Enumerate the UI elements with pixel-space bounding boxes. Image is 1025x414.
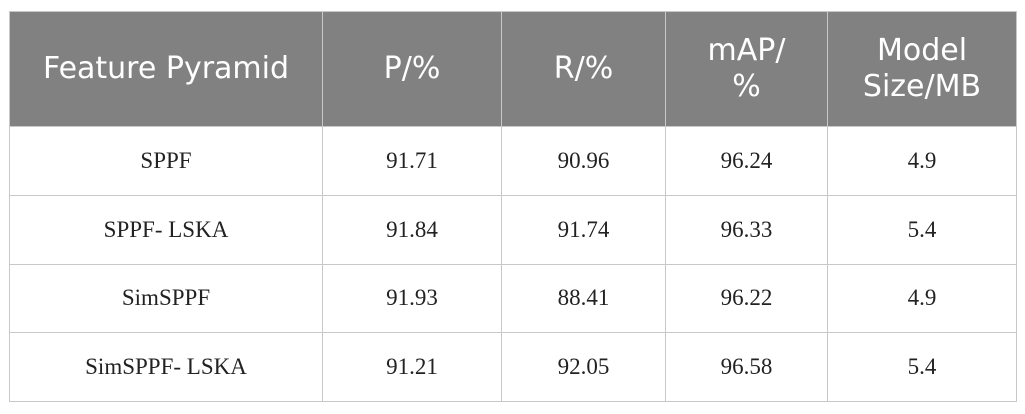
- header-text: Feature Pyramid: [42, 51, 290, 86]
- table-cell: 91.71: [322, 126, 502, 196]
- table: Feature Pyramid P/% R/% mAP/% Model Size/MB …: [9, 11, 1017, 402]
- table-cell: 91.74: [501, 194, 666, 265]
- table-cell: 88.41: [501, 263, 666, 334]
- table-cell: 5.4: [827, 332, 1017, 402]
- header-text: R/%: [553, 51, 614, 86]
- table-body: SPPF 91.71 90.96 96.24 4.9 SPPF- LSKA 91.84 91.…: [9, 126, 1017, 402]
- table-cell: SimSPPF- LSKA: [9, 332, 323, 402]
- header-row: Feature Pyramid P/% R/% mAP/% Model Size/MB: [9, 11, 1017, 127]
- table-cell: SPPF- LSKA: [9, 194, 323, 265]
- header-text: Model Size/MB: [862, 33, 982, 104]
- header-cell: mAP/%: [665, 11, 828, 127]
- header-cell: R/%: [501, 11, 666, 127]
- table-cell: 92.05: [501, 332, 666, 402]
- table-cell: 96.33: [665, 194, 828, 265]
- header-cell: P/%: [322, 11, 502, 127]
- table-cell: SPPF: [9, 126, 323, 196]
- table-cell: 96.58: [665, 332, 828, 402]
- header-text: mAP/%: [707, 33, 786, 104]
- table-cell: 4.9: [827, 126, 1017, 196]
- header-cell: Model Size/MB: [827, 11, 1017, 127]
- table-cell: 96.24: [665, 126, 828, 196]
- table-cell: SimSPPF: [9, 263, 323, 334]
- table-cell: 4.9: [827, 263, 1017, 334]
- table-cell: 91.93: [322, 263, 502, 334]
- table-row: SimSPPF- LSKA 91.21 92.05 96.58 5.4: [9, 332, 1017, 402]
- table-row: SPPF- LSKA 91.84 91.74 96.33 5.4: [9, 194, 1017, 265]
- table-cell: 96.22: [665, 263, 828, 334]
- header-cell: Feature Pyramid: [9, 11, 323, 127]
- table-row: SPPF 91.71 90.96 96.24 4.9: [9, 126, 1017, 196]
- table-cell: 90.96: [501, 126, 666, 196]
- table-cell: 91.84: [322, 194, 502, 265]
- table-row: SimSPPF 91.93 88.41 96.22 4.9: [9, 263, 1017, 334]
- header-text: P/%: [383, 51, 441, 86]
- table-header: Feature Pyramid P/% R/% mAP/% Model Size/MB: [9, 11, 1017, 127]
- table-cell: 5.4: [827, 194, 1017, 265]
- table-cell: 91.21: [322, 332, 502, 402]
